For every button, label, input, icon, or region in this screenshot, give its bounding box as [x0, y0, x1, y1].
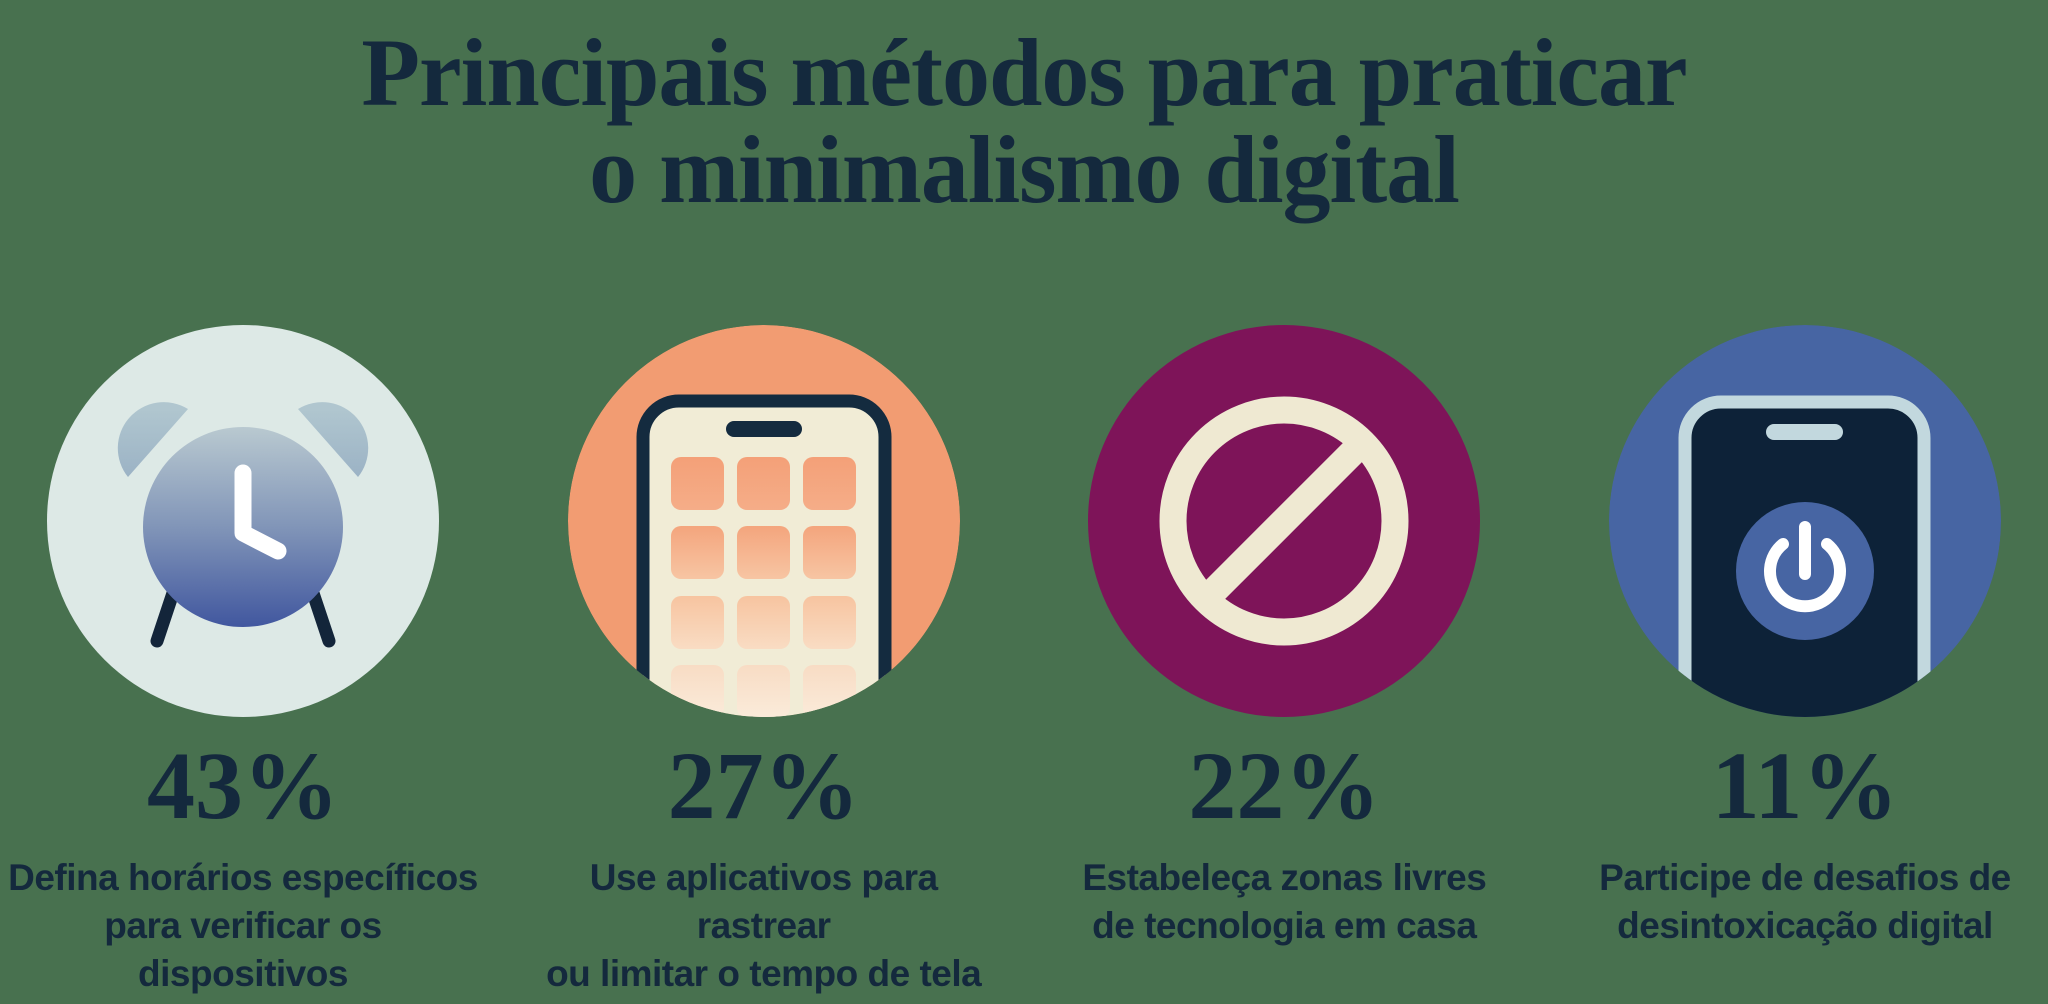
percent-value: 27% — [667, 732, 860, 839]
app-grid-phone-badge — [567, 325, 960, 717]
percent-value: 22% — [1188, 732, 1381, 839]
percent-value: 11% — [1711, 732, 1899, 839]
no-sign-icon — [1088, 325, 1481, 717]
power-off-phone-icon — [1608, 325, 2001, 717]
method-caption: Estabeleça zonas livres de tecnologia em… — [1082, 857, 1487, 946]
percent-value: 43% — [147, 732, 339, 839]
method-card-schedule: 43% Defina horários específicos para ver… — [8, 325, 478, 998]
page-title: Principais métodos para praticar o minim… — [361, 19, 1687, 223]
method-card-apps: 27% Use aplicativos para rastrear ou lim… — [529, 325, 999, 998]
method-caption: Use aplicativos para rastrear ou limitar… — [546, 857, 982, 994]
power-off-phone-badge — [1608, 325, 2001, 717]
no-sign-badge — [1088, 325, 1481, 717]
method-card-digital-detox: 11% Participe de desafios de desintoxica… — [1570, 325, 2040, 998]
method-card-tech-free-zones: 22% Estabeleça zonas livres de tecnologi… — [1049, 325, 1519, 998]
app-grid-phone-icon — [567, 325, 960, 717]
method-caption: Participe de desafios de desintoxicação … — [1599, 857, 2011, 946]
alarm-clock-icon — [47, 325, 439, 717]
method-caption: Defina horários específicos para verific… — [8, 857, 478, 994]
alarm-clock-badge — [47, 325, 439, 717]
methods-row: 43% Defina horários específicos para ver… — [8, 325, 2040, 998]
